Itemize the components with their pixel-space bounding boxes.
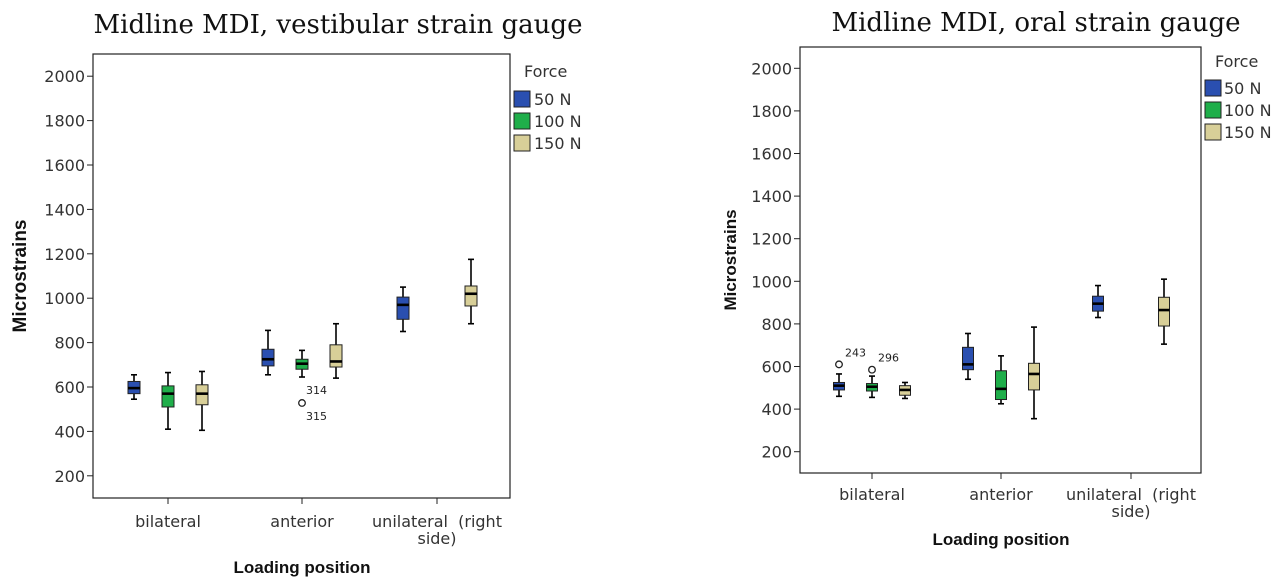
legend-label: 150 N (1224, 123, 1272, 142)
y-tick-label: 200 (761, 443, 792, 462)
x-category-label: bilateral (135, 512, 201, 531)
y-tick-label: 400 (54, 422, 85, 441)
x-category-label: bilateral (839, 485, 905, 504)
legend-label: 100 N (534, 112, 582, 131)
plot-frame (799, 46, 1202, 474)
x-category-label: anterior (270, 512, 334, 531)
x-category-label: side) (1111, 502, 1150, 521)
box-50n-unilateral (1092, 284, 1104, 319)
y-tick-label: 1800 (44, 112, 85, 131)
y-tick-label: 1200 (751, 230, 792, 249)
box-100n-bilateral: 296 (866, 352, 899, 399)
x-category-label: unilateral (right (372, 512, 502, 531)
box-iqr (396, 296, 410, 320)
y-tick-label: 1600 (751, 145, 792, 164)
y-tick-label: 1800 (751, 102, 792, 121)
outlier-label: 315 (306, 410, 327, 423)
legend-title: Force (524, 62, 567, 81)
y-axis-title: Microstrains (10, 220, 31, 333)
box-iqr (161, 385, 175, 408)
y-tick-label: 1200 (44, 245, 85, 264)
legend-swatch (1204, 123, 1222, 141)
outlier-label: 296 (878, 352, 899, 365)
y-tick-label: 1000 (751, 272, 792, 291)
legend-swatch (513, 134, 531, 152)
box-150n-unilateral (1158, 278, 1170, 345)
box-100n-anterior: 314 315 (295, 349, 327, 423)
legend: Force 50 N 100 N 150 N (1204, 52, 1272, 142)
y-tick-label: 600 (761, 358, 792, 377)
x-category-label: side) (417, 529, 456, 548)
outlier-label: 314 (306, 384, 327, 397)
box-50n-bilateral (127, 373, 141, 401)
x-category-label: anterior (969, 485, 1033, 504)
legend-label: 100 N (1224, 101, 1272, 120)
legend-label: 50 N (534, 90, 571, 109)
y-tick-label: 600 (54, 378, 85, 397)
y-axis-title: Microstrains (721, 209, 740, 310)
box-50n-unilateral (396, 286, 410, 333)
y-tick-label: 2000 (751, 59, 792, 78)
outlier-label: 243 (845, 346, 866, 359)
x-axis-title: Loading position (933, 530, 1070, 549)
box-100n-anterior (995, 355, 1007, 405)
outlier-point (868, 365, 876, 374)
box-150n-anterior (329, 322, 343, 379)
box-iqr (1028, 362, 1040, 391)
legend-swatch (513, 112, 531, 130)
x-axis-title: Loading position (234, 558, 371, 577)
box-150n-bilateral (195, 370, 209, 432)
legend-swatch (1204, 101, 1222, 119)
box-iqr (962, 346, 974, 371)
y-tick-label: 2000 (44, 67, 85, 86)
chart-title: Midline MDI, vestibular strain gauge (94, 10, 583, 40)
y-tick-label: 1400 (751, 187, 792, 206)
box-iqr (329, 344, 343, 368)
legend-label: 50 N (1224, 79, 1261, 98)
box-iqr (995, 370, 1007, 401)
y-tick-label: 800 (54, 334, 85, 353)
chart-panel-2: Midline MDI, oral strain gauge 200 400 600 8… (721, 8, 1272, 549)
box-100n-bilateral (161, 371, 175, 430)
box-50n-anterior (962, 332, 974, 381)
y-tick-label: 1600 (44, 156, 85, 175)
box-150n-bilateral (899, 381, 911, 400)
legend-title: Force (1215, 52, 1258, 71)
outlier-point (298, 399, 306, 407)
chart-panel-1: Midline MDI, vestibular strain gauge 200 4… (10, 10, 582, 577)
legend-swatch (1204, 79, 1222, 97)
box-50n-anterior (261, 329, 275, 376)
x-category-label: unilateral (right (1066, 485, 1196, 504)
legend-swatch (513, 90, 531, 108)
plot-frame (92, 53, 511, 499)
box-150n-unilateral (464, 258, 478, 325)
box-iqr (1158, 296, 1170, 327)
box-iqr (464, 285, 478, 307)
box-50n-bilateral: 243 (833, 346, 866, 398)
box-150n-anterior (1028, 326, 1040, 420)
y-tick-label: 1400 (44, 200, 85, 219)
y-tick-label: 400 (761, 400, 792, 419)
legend: Force 50 N 100 N 150 N (513, 62, 582, 153)
box-iqr (261, 348, 275, 367)
y-tick-label: 1000 (44, 289, 85, 308)
legend-label: 150 N (534, 134, 582, 153)
chart-title: Midline MDI, oral strain gauge (831, 8, 1240, 38)
y-tick-label: 800 (761, 315, 792, 334)
outlier-point (835, 360, 843, 369)
y-tick-label: 200 (54, 467, 85, 486)
